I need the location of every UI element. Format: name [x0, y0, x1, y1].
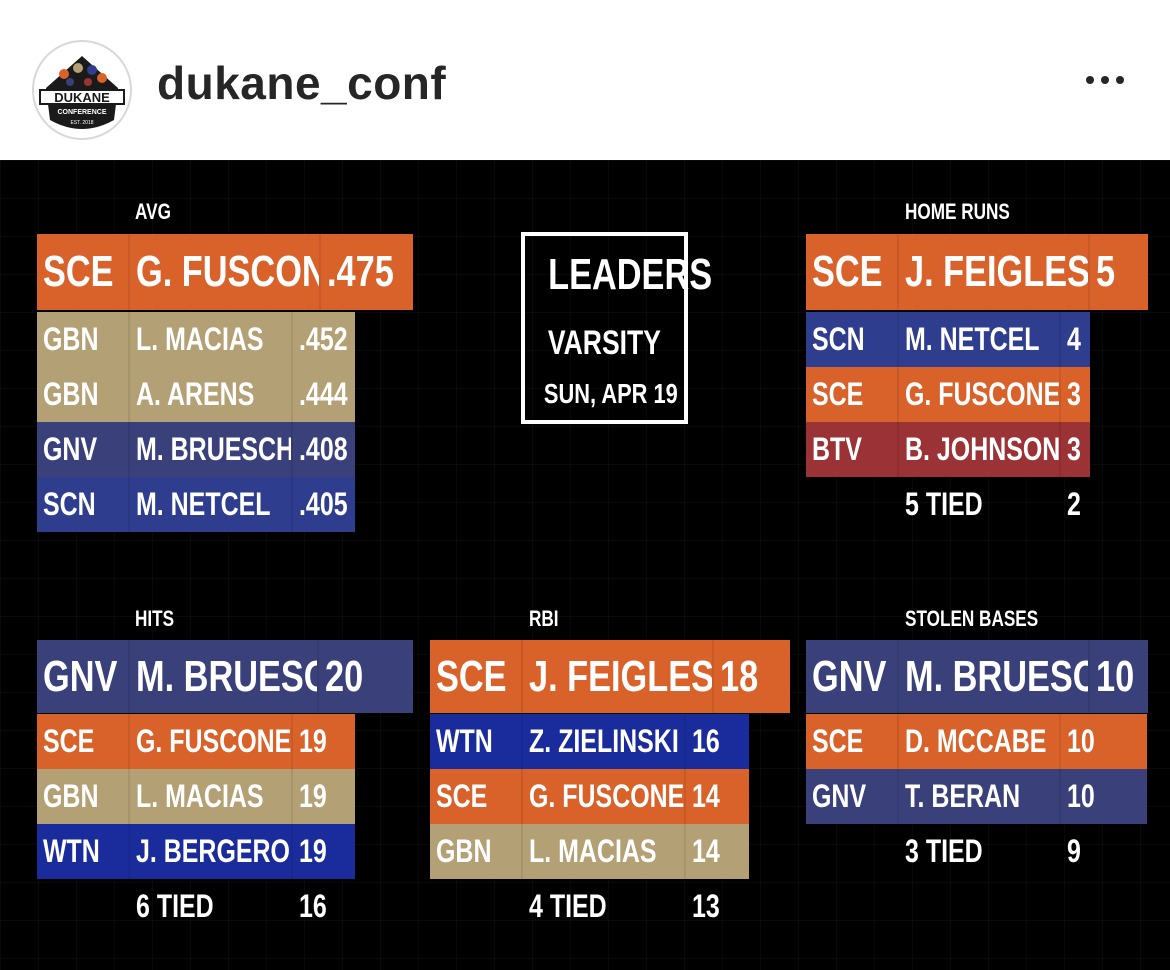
rbi-tied-value: 13 — [692, 888, 720, 924]
avg-row-value: .408 — [293, 422, 355, 477]
home-runs-row-value: 4 — [1061, 312, 1090, 367]
avg-row-value: .405 — [293, 477, 355, 532]
avg-row-player: L. MACIAS — [130, 312, 293, 367]
rbi-label: RBI — [529, 606, 559, 631]
stolen-bases-row-team: GNV — [806, 769, 899, 824]
stolen-bases-row-value: 10 — [1061, 769, 1147, 824]
rbi-tied-label: 4 TIED — [529, 888, 607, 924]
home-runs-row-team: SCE — [806, 367, 899, 422]
profile-avatar[interactable]: DUKANE CONFERENCE EST. 2018 — [32, 40, 132, 140]
rbi-row-player: G. FUSCONE — [523, 769, 686, 824]
rbi-row-player: L. MACIAS — [523, 824, 686, 879]
dukane-logo-icon: DUKANE CONFERENCE EST. 2018 — [36, 44, 128, 136]
rbi-row-team: SCE — [430, 640, 523, 713]
home-runs-tied-value: 2 — [1067, 486, 1081, 522]
rbi-row-team: WTN — [430, 714, 523, 769]
rbi-row-value: 14 — [686, 824, 749, 879]
username-link[interactable]: dukane_conf — [157, 57, 447, 109]
rbi-row-value: 14 — [686, 769, 749, 824]
stolen-bases-row-team: SCE — [806, 714, 899, 769]
hits-row-team: WTN — [37, 824, 130, 879]
home-runs-row-player: G. FUSCONE — [899, 367, 1061, 422]
home-runs-row-value: 5 — [1090, 234, 1148, 310]
title-leaders: LEADERS — [548, 250, 713, 299]
hits-row-value: 19 — [293, 769, 355, 824]
home-runs-row-team: SCE — [806, 234, 899, 310]
avg-row-value: .475 — [321, 234, 413, 310]
hits-row-team: GNV — [37, 640, 130, 713]
home-runs-row-player: M. NETCEL — [899, 312, 1061, 367]
hits-tied-value: 16 — [299, 888, 327, 924]
avg-row-team: SCN — [37, 477, 130, 532]
hits-row-player: L. MACIAS — [130, 769, 293, 824]
rbi-row-player: Z. ZIELINSKI — [523, 714, 686, 769]
hits-row-value: 19 — [293, 824, 355, 879]
stolen-bases-row-team: GNV — [806, 640, 899, 713]
title-box: LEADERS VARSITY SUN, APR 19 — [521, 232, 712, 424]
hits-row-value: 20 — [319, 640, 413, 713]
home-runs-row-team: SCN — [806, 312, 899, 367]
title-varsity: VARSITY — [548, 324, 661, 362]
hits-label: HITS — [135, 606, 175, 631]
stolen-bases-tied-value: 9 — [1067, 833, 1081, 869]
post-header: DUKANE CONFERENCE EST. 2018 dukane_conf — [0, 0, 1170, 160]
home-runs-tied-label: 5 TIED — [905, 486, 983, 522]
home-runs-row-value: 3 — [1061, 367, 1090, 422]
avg-row-player: M. NETCEL — [130, 477, 293, 532]
stolen-bases-row-value: 10 — [1061, 714, 1147, 769]
hits-row-team: GBN — [37, 769, 130, 824]
more-options-icon[interactable] — [1080, 58, 1130, 98]
avg-row-team: GBN — [37, 367, 130, 422]
home-runs-row-player: B. JOHNSON — [899, 422, 1061, 477]
avg-row-team: GNV — [37, 422, 130, 477]
stolen-bases-row-player: T. BERAN — [899, 769, 1061, 824]
stolen-bases-row-player: D. MCCABE — [899, 714, 1061, 769]
stolen-bases-label: STOLEN BASES — [905, 606, 1039, 631]
home-runs-row-value: 3 — [1061, 422, 1090, 477]
avatar-logo-text: DUKANE — [54, 90, 110, 105]
rbi-row-value: 18 — [714, 640, 790, 713]
hits-row-team: SCE — [37, 714, 130, 769]
avatar-logo-est: EST. 2018 — [70, 120, 93, 126]
hits-tied-label: 6 TIED — [136, 888, 214, 924]
avg-row-player: A. ARENS — [130, 367, 293, 422]
home-runs-row-team: BTV — [806, 422, 899, 477]
stolen-bases-row-value: 10 — [1090, 640, 1148, 713]
rbi-row-value: 16 — [686, 714, 749, 769]
home-runs-label: HOME RUNS — [905, 199, 1010, 224]
avg-row-team: GBN — [37, 312, 130, 367]
avg-label: AVG — [135, 199, 171, 224]
rbi-row-player: J. FEIGLESON — [523, 640, 714, 713]
hits-row-player: M. BRUESCH — [130, 640, 319, 713]
avatar-logo-subtext: CONFERENCE — [57, 109, 106, 116]
stolen-bases-row-player: M. BRUESCH — [899, 640, 1090, 713]
rbi-row-team: SCE — [430, 769, 523, 824]
title-date: SUN, APR 19 — [543, 378, 678, 409]
home-runs-row-player: J. FEIGLESON — [899, 234, 1090, 310]
stolen-bases-tied-label: 3 TIED — [905, 833, 983, 869]
avg-row-value: .444 — [293, 367, 355, 422]
avg-row-team: SCE — [37, 234, 130, 310]
hits-row-value: 19 — [293, 714, 355, 769]
rbi-row-team: GBN — [430, 824, 523, 879]
hits-row-player: G. FUSCONE — [130, 714, 293, 769]
avg-row-player: M. BRUESCH — [130, 422, 293, 477]
hits-row-player: J. BERGERON — [130, 824, 293, 879]
avg-row-value: .452 — [293, 312, 355, 367]
avg-row-player: G. FUSCONE — [130, 234, 321, 310]
